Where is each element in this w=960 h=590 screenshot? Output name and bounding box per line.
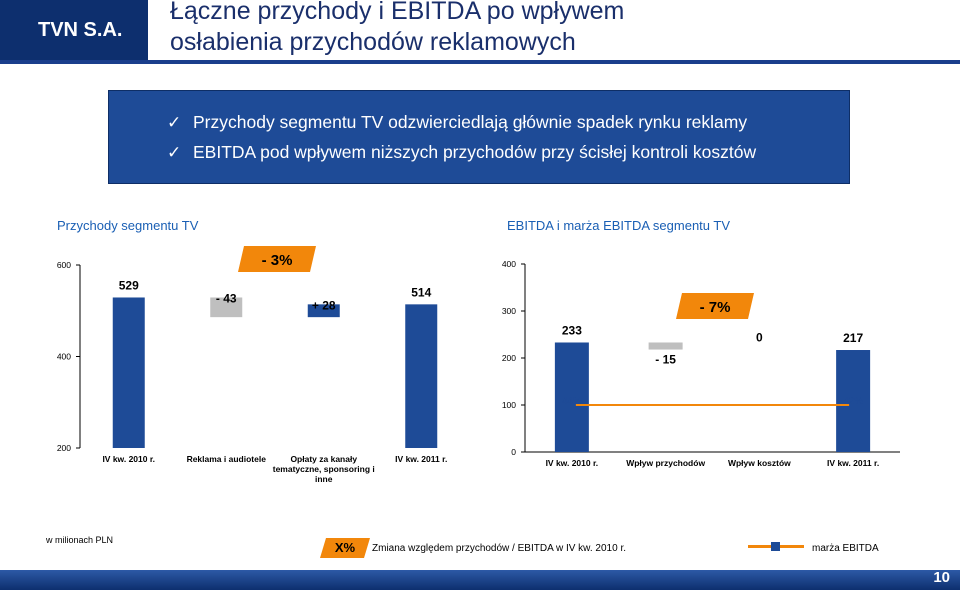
- check-icon: ✓: [167, 143, 182, 162]
- data-bar: [112, 297, 145, 448]
- data-bar: [554, 342, 589, 452]
- x-category-label: inne: [315, 474, 333, 484]
- y-tick-label: 200: [57, 443, 71, 453]
- margin-marker: [567, 401, 576, 409]
- data-label: 514: [411, 285, 431, 299]
- change-badge-label: - 7%: [700, 299, 731, 316]
- margin-marker: [849, 401, 858, 409]
- check-icon: ✓: [167, 113, 182, 132]
- data-label: - 15: [655, 353, 676, 367]
- margin-legend-text: marża EBITDA: [812, 543, 879, 554]
- title-divider: [0, 60, 960, 64]
- y-tick-label: 400: [502, 259, 516, 269]
- data-label: 217: [843, 331, 863, 345]
- unit-note: w milionach PLN: [46, 535, 114, 545]
- y-tick-label: 200: [502, 353, 516, 363]
- y-tick-label: 600: [57, 260, 71, 270]
- footer-bar: [0, 570, 960, 590]
- x-category-label: IV kw. 2010 r.: [102, 454, 155, 464]
- slide-title-line-1: Łączne przychody i EBITDA po wpływem: [170, 0, 625, 25]
- margin-legend-marker: [771, 542, 780, 551]
- ebitda-chart-title: EBITDA i marża EBITDA segmentu TV: [507, 218, 731, 233]
- y-tick-label: 100: [502, 400, 516, 410]
- page-number: 10: [933, 569, 950, 586]
- highlight-text: EBITDA pod wpływem niższych przychodów p…: [193, 142, 757, 162]
- x-category-label: Reklama i audiotele: [187, 454, 267, 464]
- change-legend-text: Zmiana względem przychodów / EBITDA w IV…: [372, 543, 626, 554]
- slide-title-line-2: osłabienia przychodów reklamowych: [170, 28, 576, 56]
- y-tick-label: 0: [511, 447, 516, 457]
- data-bar: [210, 297, 243, 318]
- data-label: + 28: [312, 298, 336, 312]
- highlights-box: ✓ Przychody segmentu TV odzwierciedlają g…: [108, 90, 850, 184]
- x-category-label: IV kw. 2011 r.: [827, 458, 879, 468]
- company-logo: TVN S.A.: [0, 0, 148, 60]
- data-label: 233: [562, 323, 582, 337]
- data-label: 529: [119, 278, 139, 292]
- x-category-label: IV kw. 2010 r.: [546, 458, 599, 468]
- y-tick-label: 300: [502, 306, 516, 316]
- x-category-label: IV kw. 2011 r.: [395, 454, 447, 464]
- data-bar: [405, 304, 438, 448]
- change-badge: [676, 293, 754, 319]
- change-badge-label: - 3%: [262, 252, 293, 269]
- change-badge: [238, 246, 316, 272]
- data-label: - 43: [216, 291, 237, 305]
- revenue-chart-title: Przychody segmentu TV: [57, 218, 199, 233]
- header-bar: TVN S.A. Łączne przychody i EBITDA po wp…: [0, 0, 960, 60]
- data-bar: [648, 342, 683, 350]
- margin-label: 42%: [843, 396, 863, 407]
- data-bar: [307, 304, 340, 318]
- x-category-label: tematyczne, sponsoring i: [273, 464, 375, 474]
- slide-title: Łączne przychody i EBITDA po wpływem osł…: [170, 0, 624, 58]
- margin-label: 44%: [562, 396, 582, 407]
- x-category-label: Wpływ kosztów: [728, 458, 791, 468]
- x-category-label: Wpływ przychodów: [626, 458, 705, 468]
- change-legend-symbol: X%: [320, 538, 370, 558]
- highlight-item: ✓ Przychody segmentu TV odzwierciedlają g…: [167, 112, 747, 133]
- x-category-label: Opłaty za kanały: [290, 454, 357, 464]
- highlight-text: Przychody segmentu TV odzwierciedlają gł…: [193, 112, 748, 132]
- y-tick-label: 400: [57, 352, 71, 362]
- data-label: 0: [756, 331, 763, 345]
- highlight-item: ✓ EBITDA pod wpływem niższych przychodów …: [167, 142, 756, 163]
